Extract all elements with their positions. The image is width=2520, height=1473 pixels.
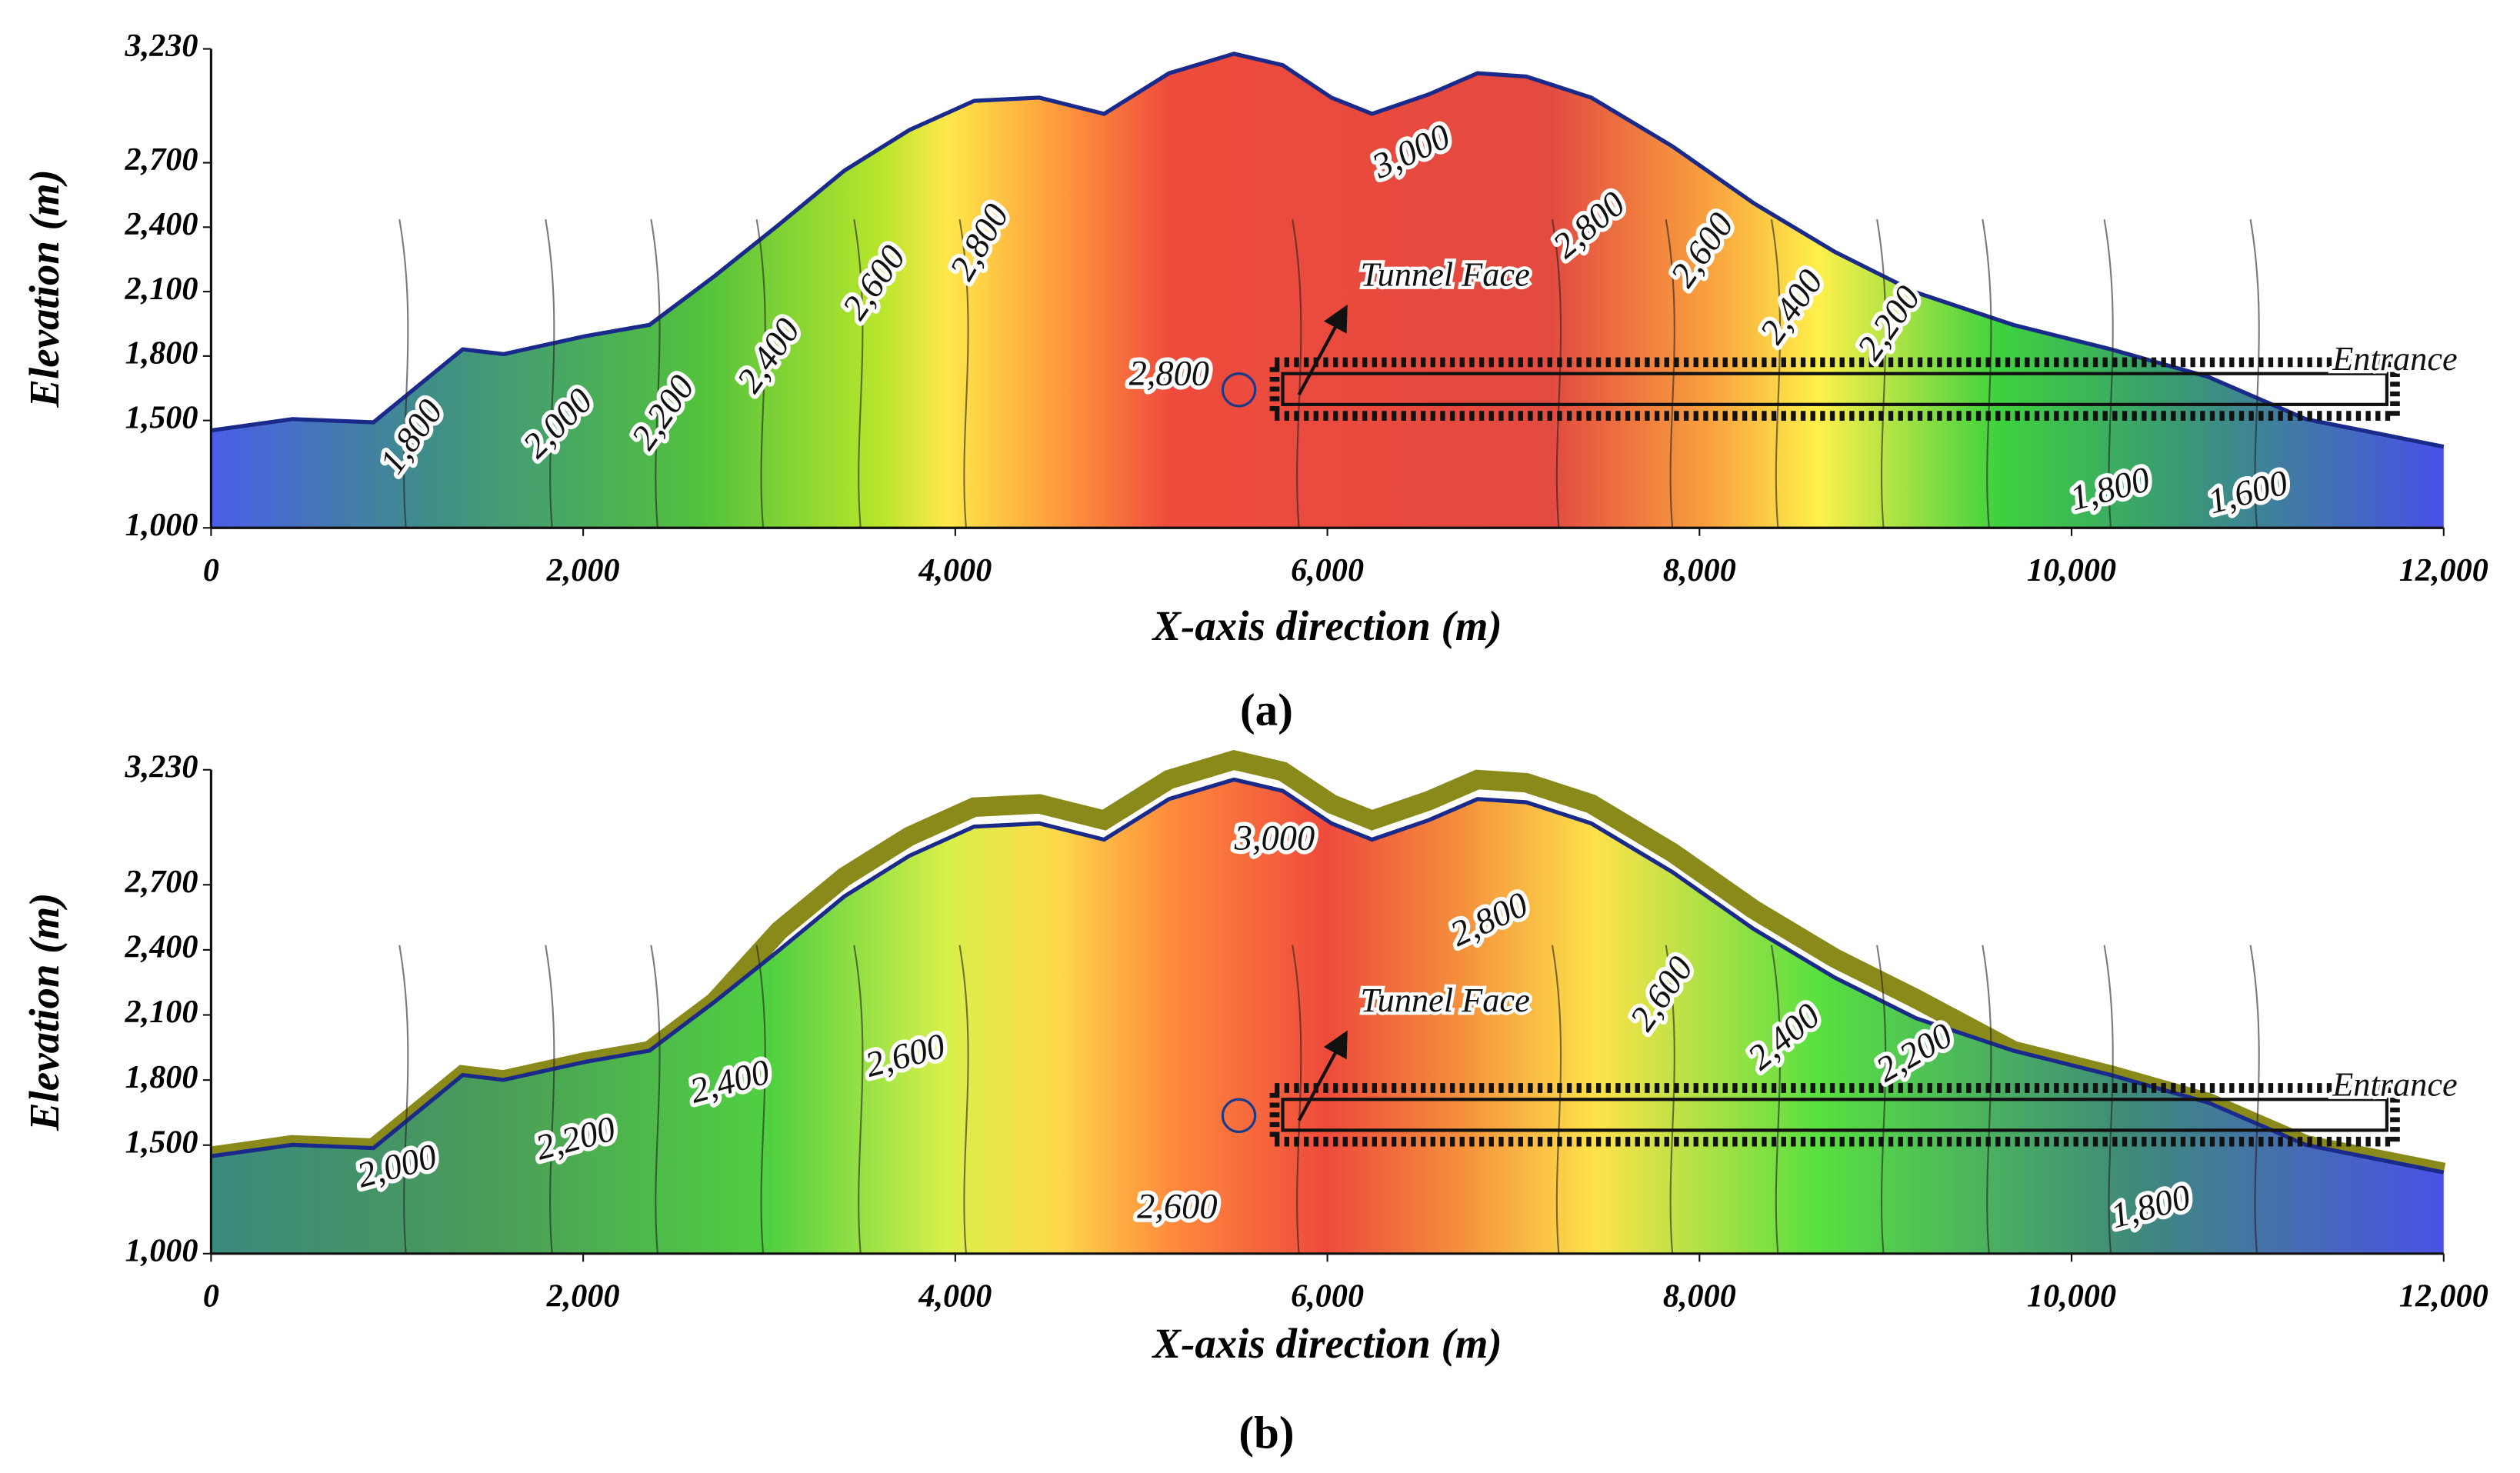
tunnel-face bbox=[1221, 372, 1257, 408]
x-tick-label: 6,000 bbox=[1291, 1278, 1364, 1315]
contour-line bbox=[1551, 945, 1562, 1254]
contour-line bbox=[398, 945, 409, 1254]
terrain bbox=[211, 779, 2444, 1254]
contour-line bbox=[1551, 219, 1562, 528]
x-tick-label: 8,000 bbox=[1663, 552, 1736, 588]
tunnel bbox=[1281, 1098, 2389, 1132]
y-axis-label: Elevation (m) bbox=[21, 169, 68, 408]
y-tick-label: 2,700 bbox=[125, 142, 198, 178]
contour-line bbox=[1665, 219, 1675, 528]
contour-label: 2,800 bbox=[1129, 355, 1209, 394]
annotation: Entrance bbox=[2332, 340, 2457, 378]
contour-line bbox=[650, 945, 661, 1254]
y-tick-label: 3,230 bbox=[125, 748, 198, 785]
tunnel bbox=[1281, 372, 2389, 406]
x-tick-label: 6,000 bbox=[1291, 552, 1364, 588]
arrow bbox=[1297, 304, 1348, 396]
contour-line bbox=[1982, 945, 1992, 1254]
surface bbox=[211, 52, 2445, 449]
x-tick-label: 2,000 bbox=[546, 1278, 620, 1315]
x-tick-label: 2,000 bbox=[546, 552, 620, 588]
tunnel-lining bbox=[1269, 1083, 2400, 1147]
y-tick-label: 1,000 bbox=[125, 507, 198, 543]
x-tick-label: 4,000 bbox=[918, 552, 992, 588]
panel-label: (a) bbox=[1240, 685, 1293, 735]
y-tick-label: 1,800 bbox=[125, 335, 198, 372]
y-tick-label: 2,100 bbox=[125, 994, 198, 1030]
y-tick-label: 1,500 bbox=[125, 399, 198, 435]
contour-line bbox=[650, 219, 661, 528]
contour-line bbox=[398, 219, 409, 528]
contour-line bbox=[853, 219, 864, 528]
panel-label: (b) bbox=[1238, 1407, 1294, 1458]
contour-line bbox=[1770, 219, 1782, 528]
annotation: Entrance bbox=[2332, 1066, 2457, 1104]
contour-line bbox=[1292, 945, 1302, 1254]
contour-line bbox=[1982, 219, 1992, 528]
contour-line bbox=[958, 945, 969, 1254]
contour-line bbox=[1292, 219, 1302, 528]
contour-line bbox=[1876, 945, 1887, 1254]
terrain bbox=[211, 53, 2444, 528]
x-tick-label: 8,000 bbox=[1663, 1278, 1736, 1315]
x-tick-label: 10,000 bbox=[2027, 552, 2116, 588]
x-tick-label: 12,000 bbox=[2399, 552, 2488, 588]
y-tick-label: 2,700 bbox=[125, 864, 198, 900]
contour-line bbox=[1770, 945, 1782, 1254]
tunnel-lining bbox=[1269, 357, 2400, 421]
contour-line bbox=[1665, 945, 1675, 1254]
annotation: Tunnel Face bbox=[1360, 981, 1529, 1019]
y-tick-label: 2,400 bbox=[125, 206, 198, 242]
x-tick-label: 4,000 bbox=[918, 1278, 992, 1315]
y-axis-label: Elevation (m) bbox=[21, 893, 68, 1131]
y-tick-label: 1,000 bbox=[125, 1232, 198, 1268]
contour-line bbox=[2249, 219, 2260, 528]
contour-line bbox=[1876, 219, 1887, 528]
contour-line bbox=[545, 945, 555, 1254]
x-tick-label: 10,000 bbox=[2027, 1278, 2116, 1315]
contour-line bbox=[2249, 945, 2260, 1254]
x-tick-label: 0 bbox=[203, 1278, 219, 1315]
contour-line bbox=[2103, 945, 2114, 1254]
x-tick-label: 0 bbox=[203, 552, 219, 588]
tunnel-face bbox=[1221, 1098, 1257, 1134]
y-tick-label: 1,800 bbox=[125, 1059, 198, 1095]
contour-line bbox=[755, 219, 766, 528]
contour-line bbox=[2103, 219, 2114, 528]
annotation: Tunnel Face bbox=[1360, 255, 1529, 293]
x-axis-label: X-axis direction (m) bbox=[1151, 602, 1502, 649]
surface bbox=[211, 777, 2445, 1175]
x-tick-label: 12,000 bbox=[2399, 1278, 2488, 1315]
contour-line bbox=[755, 945, 766, 1254]
arrow bbox=[1297, 1030, 1348, 1121]
y-tick-label: 2,100 bbox=[125, 271, 198, 307]
y-tick-label: 1,500 bbox=[125, 1124, 198, 1160]
contour-label: 3,000 bbox=[1234, 818, 1315, 858]
y-tick-label: 2,400 bbox=[125, 929, 198, 965]
x-axis-label: X-axis direction (m) bbox=[1151, 1320, 1502, 1367]
contour-line bbox=[958, 219, 969, 528]
contour-line bbox=[545, 219, 555, 528]
contour-line bbox=[853, 945, 864, 1254]
y-tick-label: 3,230 bbox=[125, 28, 198, 64]
contour-label: 2,600 bbox=[1137, 1187, 1217, 1226]
